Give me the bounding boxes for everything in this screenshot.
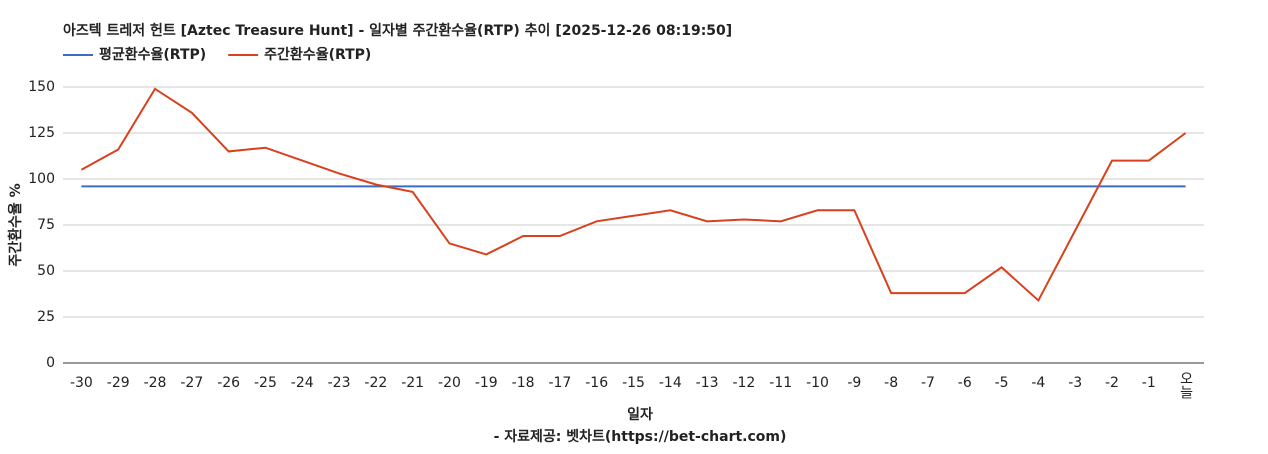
x-tick-label: -10 <box>806 375 829 391</box>
x-tick-label: -20 <box>438 375 461 391</box>
x-tick-label: -4 <box>1031 375 1045 391</box>
x-tick-label: -28 <box>144 375 167 391</box>
x-tick-label: -21 <box>401 375 424 391</box>
legend-label: 평균환수율(RTP) <box>99 46 206 63</box>
x-tick-label: -30 <box>70 375 93 391</box>
x-tick-label: -9 <box>847 375 861 391</box>
x-tick-label: -1 <box>1142 375 1156 391</box>
x-tick-label: -18 <box>512 375 535 391</box>
x-tick-label: -11 <box>769 375 792 391</box>
x-tick-label: 오늘 <box>1178 371 1194 399</box>
y-tick-label: 0 <box>46 355 55 371</box>
x-tick-label: -29 <box>107 375 130 391</box>
x-tick-label: -5 <box>995 375 1009 391</box>
x-tick-label: -17 <box>548 375 571 391</box>
x-tick-label: -6 <box>958 375 972 391</box>
x-tick-label: -22 <box>364 375 387 391</box>
x-tick-label: -7 <box>921 375 935 391</box>
x-tick-label: -23 <box>328 375 351 391</box>
x-tick-label: -15 <box>622 375 645 391</box>
y-tick-label: 75 <box>37 217 55 233</box>
x-tick-label: -16 <box>585 375 608 391</box>
x-tick-label: -8 <box>884 375 898 391</box>
x-tick-label: -27 <box>180 375 203 391</box>
x-axis-label: 일자 <box>627 407 653 423</box>
x-tick-label: -26 <box>217 375 240 391</box>
x-tick-label: -3 <box>1068 375 1082 391</box>
y-tick-label: 150 <box>28 79 55 95</box>
x-tick-label: -19 <box>475 375 498 391</box>
y-tick-label: 100 <box>28 171 55 187</box>
x-tick-label: -24 <box>291 375 314 391</box>
x-tick-label: -12 <box>732 375 755 391</box>
x-tick-label: -25 <box>254 375 277 391</box>
legend-label: 주간환수율(RTP) <box>264 46 371 63</box>
y-tick-label: 50 <box>37 263 55 279</box>
y-axis-label: 주간환수율 % <box>7 183 24 266</box>
x-tick-label: -13 <box>696 375 719 391</box>
chart-title: 아즈텍 트레저 헌트 [Aztec Treasure Hunt] - 일자별 주… <box>63 22 732 39</box>
x-tick-label: -2 <box>1105 375 1119 391</box>
y-tick-label: 125 <box>28 125 55 141</box>
series-line <box>80 87 1187 303</box>
y-tick-label: 25 <box>37 309 55 325</box>
x-tick-label: -14 <box>659 375 682 391</box>
footer: - 자료제공: 벳차트(https://bet-chart.com) <box>494 428 787 445</box>
